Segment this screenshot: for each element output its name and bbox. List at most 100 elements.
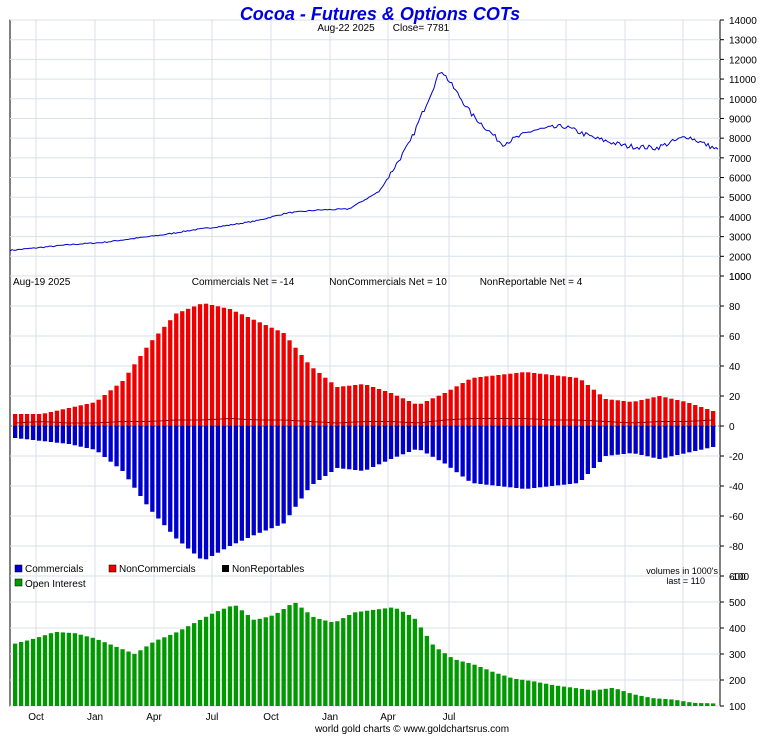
commercials-bar: [263, 426, 268, 531]
noncommercials-bar: [508, 373, 513, 426]
noncommercials-bar: [227, 309, 233, 426]
open-interest-bar: [174, 632, 179, 706]
open-interest-bar: [192, 623, 197, 706]
commercials-bar: [42, 426, 48, 442]
open-interest-bar: [209, 613, 215, 706]
commercials-bar: [508, 426, 513, 488]
open-interest-bar: [454, 659, 459, 706]
commercials-bar: [555, 426, 561, 486]
noncommercials-bar: [60, 409, 65, 426]
commercials-bar: [78, 426, 83, 447]
noncommercials-bar: [412, 403, 417, 426]
noncommercials-bar: [90, 402, 95, 426]
commercials-bar: [460, 426, 465, 477]
commercials-bar: [627, 426, 632, 454]
open-interest-bar: [36, 637, 42, 706]
open-interest-bar: [13, 643, 18, 706]
noncommercials-bar: [532, 373, 537, 426]
x-tick-label: Apr: [146, 712, 162, 723]
commercials-bar: [538, 426, 543, 488]
commercials-bar: [335, 426, 340, 468]
commercials-bar: [126, 426, 131, 480]
open-interest-bar: [567, 687, 573, 706]
open-interest-bar: [591, 690, 596, 706]
noncommercials-bar: [335, 387, 340, 426]
commercials-bar: [406, 426, 412, 452]
open-interest-bar: [90, 637, 95, 706]
oi-y-tick-label: 600: [729, 572, 746, 583]
noncommercials-bar: [663, 397, 668, 426]
noncommercials-bar: [502, 374, 507, 426]
noncommercials-bar: [13, 414, 18, 426]
commercials-bar: [597, 426, 602, 462]
noncommercials-bar: [287, 340, 292, 426]
cot-date-label: Aug-19 2025: [13, 277, 71, 288]
noncommercials-bar: [203, 303, 209, 426]
commercials-bar: [371, 426, 376, 467]
open-interest-bar: [532, 681, 537, 706]
noncommercials-bar: [239, 314, 244, 426]
open-interest-bar: [54, 632, 60, 706]
open-interest-bar: [197, 620, 203, 706]
commercials-bar: [168, 426, 173, 532]
commercials-bar: [478, 426, 483, 484]
noncommercials-bar: [281, 333, 286, 426]
open-interest-bar: [681, 701, 686, 706]
commercials-bar: [60, 426, 65, 444]
nonreportables-line: [15, 417, 714, 424]
commercials-bar: [251, 426, 256, 536]
commercials-bar: [239, 426, 244, 541]
open-interest-bar: [293, 602, 298, 706]
oi-y-tick-label: 100: [729, 702, 746, 713]
price-date-label: Aug-22 2025: [317, 23, 375, 34]
open-interest-bar: [394, 608, 400, 706]
commercials-bar: [96, 426, 101, 453]
commercials-bar: [657, 426, 662, 459]
noncommercials-bar: [651, 397, 656, 426]
commercials-bar: [293, 426, 298, 507]
commercials-bar: [394, 426, 400, 457]
noncommercials-bar: [341, 386, 346, 426]
legend-noncommercials-swatch: [108, 564, 117, 573]
commercials-bar: [520, 426, 525, 489]
noncommercials-bar: [406, 401, 412, 426]
noncommercials-bar: [30, 414, 36, 426]
commercials-bar: [496, 426, 501, 486]
open-interest-bar: [484, 669, 489, 706]
noncommercials-bar: [418, 403, 423, 426]
open-interest-bar: [520, 679, 525, 706]
oi-y-tick-label: 500: [729, 598, 746, 609]
noncommercials-bar: [186, 308, 191, 426]
noncommercials-bar: [448, 389, 453, 426]
commercials-bar: [144, 426, 149, 505]
open-interest-bar: [585, 689, 590, 706]
noncommercials-bar: [555, 375, 561, 426]
commercials-bar: [233, 426, 238, 544]
open-interest-bar: [299, 607, 304, 706]
open-interest-bar: [466, 663, 471, 706]
open-interest-bar: [699, 703, 704, 706]
noncommercials-bar: [233, 311, 238, 426]
noncommercials-bar: [215, 306, 221, 426]
commercials-bar: [544, 426, 549, 487]
open-interest-bar: [275, 612, 280, 706]
noncommercials-bar: [705, 409, 710, 426]
noncommercials-bar: [209, 305, 215, 426]
noncommercials-bar: [221, 307, 227, 426]
noncommercials-bar: [484, 376, 489, 426]
cot-y-tick-label: 60: [729, 332, 741, 343]
oi-y-tick-label: 200: [729, 676, 746, 687]
open-interest-bar: [84, 636, 89, 706]
cot-y-tick-label: -100: [729, 572, 749, 583]
commercials-bar: [209, 426, 215, 556]
open-interest-bar: [239, 610, 244, 706]
noncommercials-bar: [96, 399, 101, 426]
open-interest-bar: [263, 617, 268, 706]
commercials-bar: [66, 426, 71, 444]
open-interest-bar: [382, 608, 388, 706]
commercials-bar: [156, 426, 161, 519]
commercials-bar: [257, 426, 262, 533]
noncommercials-bar: [627, 401, 632, 426]
commercials-bar: [711, 426, 716, 447]
open-interest-bar: [144, 646, 149, 706]
